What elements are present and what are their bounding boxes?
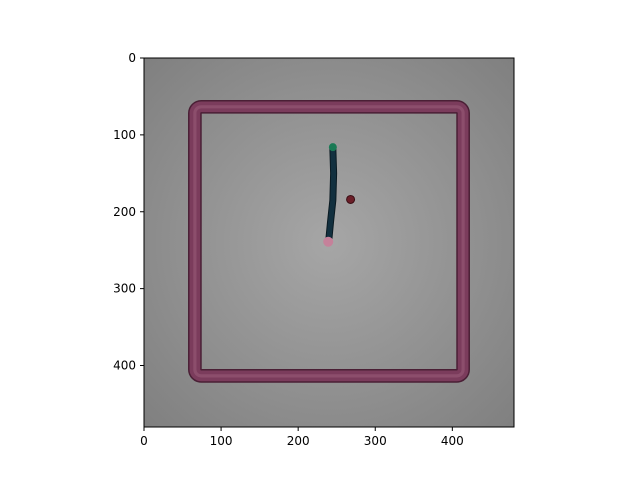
x-tick-label: 300 [364, 434, 387, 448]
y-tick-label: 200 [113, 205, 136, 219]
x-tick-label: 0 [140, 434, 148, 448]
y-tick-label: 400 [113, 359, 136, 373]
x-tick-label: 200 [287, 434, 310, 448]
entities [323, 143, 356, 247]
y-tick-label: 0 [128, 51, 136, 65]
worm-head [328, 143, 337, 152]
x-axis: 0 100 200 300 400 [140, 427, 464, 448]
image-area [143, 57, 515, 428]
food-target [346, 194, 356, 204]
y-tick-label: 100 [113, 128, 136, 142]
arena-walls [188, 99, 470, 383]
arena-wall-highlight [193, 105, 465, 378]
y-tick-label: 300 [113, 282, 136, 296]
y-axis: 0 100 200 300 400 [113, 51, 144, 373]
worm-tail [323, 236, 334, 247]
axes-frame [143, 57, 515, 428]
x-tick-label: 100 [210, 434, 233, 448]
worm-body [326, 146, 337, 241]
x-tick-label: 400 [441, 434, 464, 448]
